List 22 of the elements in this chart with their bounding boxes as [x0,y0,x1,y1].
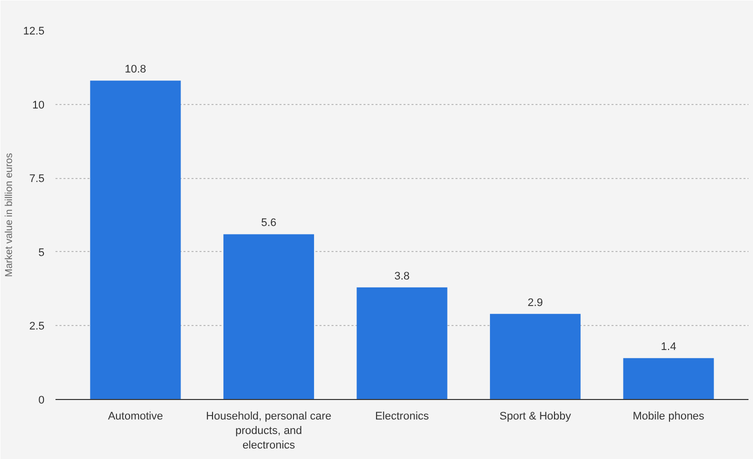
x-tick-label: Automotive [108,410,163,422]
data-label: 2.9 [528,296,543,309]
data-label: 5.6 [261,217,276,230]
bar [223,234,314,400]
x-tick-label: Electronics [375,410,430,422]
x-tick-label: Sport & Hobby [500,410,572,422]
bar [356,287,448,400]
y-tick-label: 7.5 [29,173,45,186]
y-tick-label: 12.5 [23,26,45,38]
bar [490,314,581,400]
bar [90,80,181,400]
x-tick-label: Mobile phones [632,410,705,422]
y-tick-label: 10 [32,99,45,112]
y-tick-label: 5 [38,246,45,259]
bar [623,358,714,400]
y-axis-title: Market value in billion euros [4,153,16,277]
data-label: 3.8 [394,270,410,282]
data-label: 10.8 [124,64,146,76]
y-tick-label: 0 [38,394,45,406]
y-tick-label: 2.5 [29,320,45,333]
data-label: 1.4 [660,341,676,354]
x-tick-label: Household, personal care products, and electronics [206,410,332,452]
